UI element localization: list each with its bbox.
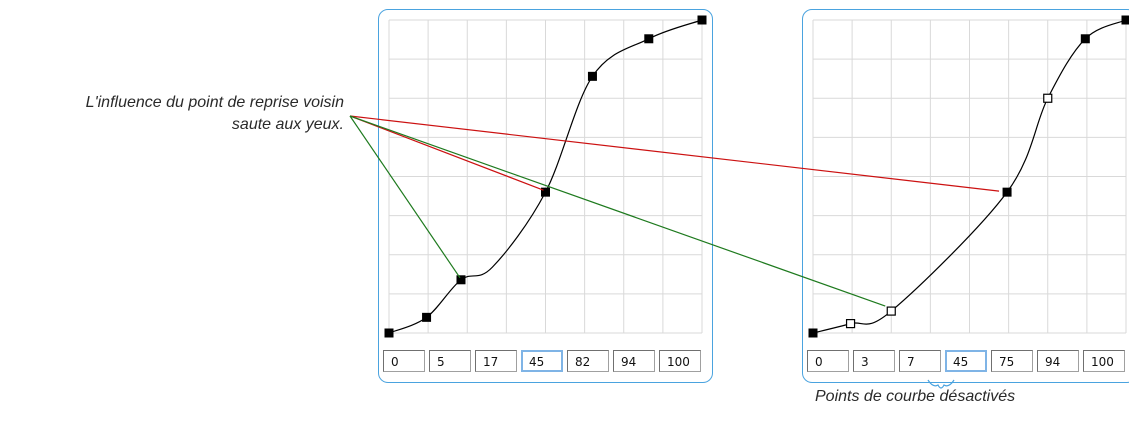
bracket-pointer <box>927 379 955 389</box>
curve-value-field[interactable]: 82 <box>567 350 609 372</box>
curve-value-field[interactable]: 5 <box>429 350 471 372</box>
curve-value-field[interactable]: 17 <box>475 350 517 372</box>
leader-line-green <box>349 115 886 307</box>
curve-point-active <box>456 275 466 285</box>
annotation-disabled-points: Points de courbe désactivés <box>815 388 1016 405</box>
curve-value-field[interactable]: 7 <box>899 350 941 372</box>
curve-value-field[interactable]: 3 <box>853 350 895 372</box>
curve-value-field-active[interactable]: 45 <box>521 350 563 372</box>
curve-point-active <box>697 15 707 25</box>
annotation-influence-line-2: saute aux yeux. <box>231 116 344 133</box>
curve-point-disabled <box>886 306 896 316</box>
curve-point-active <box>808 328 818 338</box>
curve-value-fields: 0 3 7 45 75 94 100 <box>807 350 1129 374</box>
curve-point-active <box>422 312 432 322</box>
curve-point-disabled <box>1043 93 1053 103</box>
curve-point-active <box>384 328 394 338</box>
curve-value-field[interactable]: 100 <box>1083 350 1125 372</box>
curve-panel-right: 0 3 7 45 75 94 100 <box>802 9 1129 383</box>
curve-value-field[interactable]: 0 <box>807 350 849 372</box>
annotation-influence: L'influence du point de reprise voisin s… <box>86 92 344 136</box>
curve-value-field[interactable]: 94 <box>613 350 655 372</box>
curve-value-field[interactable]: 75 <box>991 350 1033 372</box>
leader-line-red <box>349 115 544 191</box>
curve-point-active <box>541 187 550 197</box>
curve-point-active <box>1002 187 1012 197</box>
curve-value-field[interactable]: 94 <box>1037 350 1079 372</box>
curve-value-field[interactable]: 0 <box>383 350 425 372</box>
curve-point-active <box>1121 15 1129 25</box>
tone-curve <box>388 19 703 334</box>
curve-point-active <box>1080 34 1090 44</box>
curve-point-disabled <box>845 319 856 329</box>
curve-value-field[interactable]: 100 <box>659 350 701 372</box>
curve-value-fields: 0 5 17 45 82 94 100 <box>383 350 705 374</box>
annotation-influence-line-1: L'influence du point de reprise voisin <box>85 94 344 111</box>
curve-point-active <box>587 71 597 81</box>
leader-line-red <box>349 115 1000 192</box>
leader-line-green <box>349 115 461 279</box>
curve-point-active <box>644 34 654 44</box>
curve-value-field-active[interactable]: 45 <box>945 350 987 372</box>
